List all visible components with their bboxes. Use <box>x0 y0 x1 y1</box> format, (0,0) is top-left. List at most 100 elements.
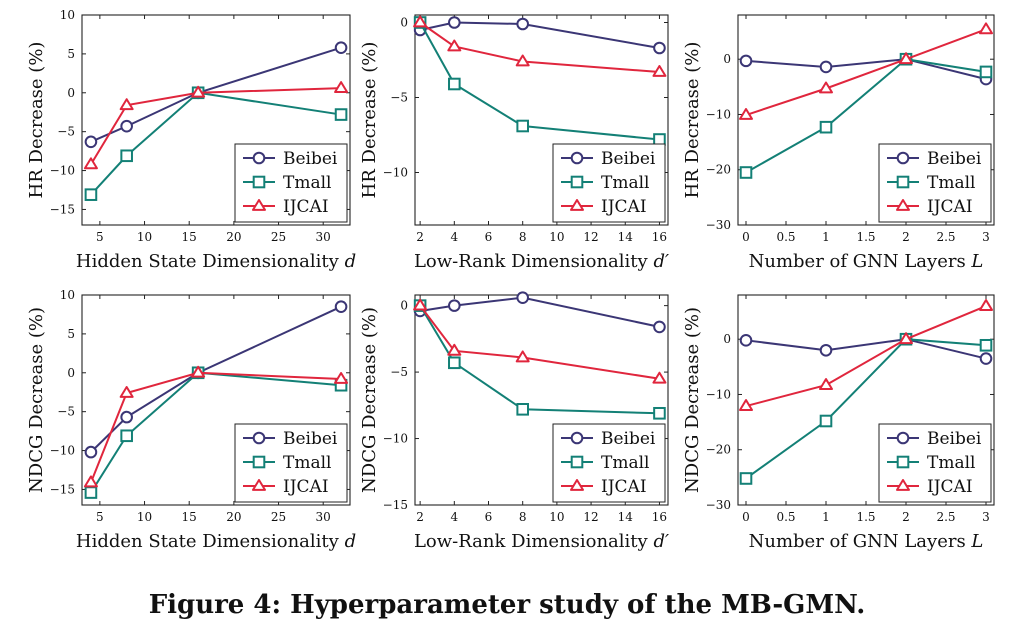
x-tick-label: 5 <box>96 510 104 524</box>
series-ijcai <box>83 81 349 170</box>
x-tick-label: 16 <box>652 510 667 524</box>
legend-marker-ijcai <box>896 479 910 491</box>
y-tick-label: 0 <box>723 332 731 346</box>
legend-marker-tmall <box>570 175 584 189</box>
y-tick-label: 10 <box>60 288 75 302</box>
series-tmall <box>739 52 993 179</box>
series-line-tmall <box>745 58 987 174</box>
y-tick-label: −15 <box>50 202 75 216</box>
chart-panel-hr-gnn: 0 0.5 1 1.5 2 2.5 3 −30 −20 −10 0 Number of GNN Lay… <box>682 14 995 272</box>
data-point-tmall <box>979 338 993 352</box>
x-tick-label: 10 <box>137 230 152 244</box>
y-tick-label: −5 <box>57 405 75 419</box>
data-point-beibei <box>516 17 529 31</box>
x-axis-title: Number of GNN Layers L <box>749 251 984 272</box>
x-tick-label: 2.5 <box>936 510 955 524</box>
y-axis-title: HR Decrease (%) <box>26 42 47 199</box>
y-tick-label: −10 <box>383 166 408 180</box>
series-line-beibei <box>419 296 660 328</box>
series-beibei <box>413 16 666 55</box>
y-tick-label: −5 <box>390 365 408 379</box>
x-axis-title: Hidden State Dimensionality d <box>76 251 356 272</box>
y-tick-label: 5 <box>67 327 75 341</box>
data-point-ijcai <box>334 81 349 94</box>
x-axis-variable: L <box>970 531 983 552</box>
legend-label: Tmall <box>283 453 331 473</box>
data-point-tmall <box>653 133 666 146</box>
x-tick-label: 30 <box>316 510 331 524</box>
x-tick-label: 3 <box>982 510 990 524</box>
plot-frame <box>81 294 351 506</box>
data-point-ijcai <box>739 399 753 411</box>
data-point-beibei <box>84 135 98 149</box>
chart-panel-hr-lowrank: 2 4 6 8 10 12 14 16 −10 −5 0 Low-Rank Dimensionalit… <box>359 14 669 272</box>
legend: Beibei Tmall IJCAI <box>878 143 992 223</box>
series-ijcai <box>739 299 993 411</box>
data-point-ijcai <box>83 475 98 488</box>
y-tick-label: −15 <box>383 498 408 512</box>
legend-label: Tmall <box>283 173 331 193</box>
legend-marker-tmall <box>570 455 584 469</box>
y-tick-label: 0 <box>723 52 731 66</box>
legend-label: IJCAI <box>927 477 973 497</box>
data-point-ijcai <box>979 22 993 35</box>
data-point-beibei <box>739 334 753 347</box>
legend-label: IJCAI <box>283 477 329 497</box>
data-point-ijcai <box>899 52 913 65</box>
y-tick-label: −15 <box>50 482 75 496</box>
y-tick-label: 0 <box>67 366 75 380</box>
series-line-beibei <box>745 58 987 81</box>
legend-marker-ijcai <box>896 199 910 211</box>
legend-marker-ijcai <box>570 479 584 491</box>
data-point-tmall <box>84 188 98 201</box>
legend: Beibei Tmall IJCAI <box>234 143 348 223</box>
data-point-tmall <box>653 406 666 420</box>
data-point-tmall <box>448 356 461 370</box>
x-tick-label: 2 <box>902 510 910 524</box>
x-tick-label: 2 <box>902 230 910 244</box>
data-point-tmall <box>739 472 753 485</box>
legend-marker-ijcai <box>570 199 584 211</box>
x-tick-label: 14 <box>618 230 634 244</box>
chart-panel-ndcg-lowrank: 2 4 6 8 10 12 14 16 −15 −10 −5 0 Low-Rank Dimensiona… <box>359 291 669 552</box>
legend-marker-beibei <box>896 151 910 165</box>
series-ijcai <box>739 22 993 120</box>
data-point-beibei <box>448 299 461 312</box>
legend-label: Tmall <box>601 173 649 193</box>
y-tick-label: −10 <box>50 444 75 458</box>
y-tick-label: −30 <box>706 218 731 232</box>
data-point-beibei <box>516 291 529 304</box>
legend-marker-ijcai <box>252 479 266 491</box>
x-tick-label: 10 <box>137 510 152 524</box>
data-point-beibei <box>653 41 666 55</box>
x-tick-label: 0 <box>742 510 750 524</box>
x-axis-title: Low-Rank Dimensionality d′ <box>414 251 669 272</box>
data-point-ijcai <box>191 365 206 378</box>
y-tick-label: −20 <box>706 443 731 457</box>
y-tick-label: −10 <box>706 387 731 401</box>
series-beibei <box>739 332 993 365</box>
data-point-beibei <box>120 410 133 424</box>
x-tick-label: 0.5 <box>776 230 795 244</box>
x-tick-label: 0 <box>742 230 750 244</box>
data-point-ijcai <box>447 343 462 356</box>
series-beibei <box>84 300 348 459</box>
x-tick-label: 1 <box>822 510 830 524</box>
y-axis-title: NDCG Decrease (%) <box>682 307 703 493</box>
legend-marker-tmall <box>252 455 266 469</box>
series-ijcai <box>413 15 667 77</box>
plot-frame <box>414 14 669 226</box>
data-point-beibei <box>120 119 133 133</box>
x-tick-label: 20 <box>226 510 241 524</box>
x-tick-label: 6 <box>485 510 493 524</box>
data-point-tmall <box>516 119 529 133</box>
series-line-ijcai <box>419 305 660 380</box>
series-line-tmall <box>90 91 342 196</box>
x-tick-label: 3 <box>982 230 990 244</box>
chart-panel-hr-hidden: 5 10 15 20 25 30 −15 −10 −5 0 5 10 Hidden State Dime… <box>26 8 356 272</box>
data-point-beibei <box>448 16 461 29</box>
x-tick-label: 1 <box>822 230 830 244</box>
x-tick-label: 25 <box>271 230 286 244</box>
data-point-ijcai <box>739 108 753 120</box>
